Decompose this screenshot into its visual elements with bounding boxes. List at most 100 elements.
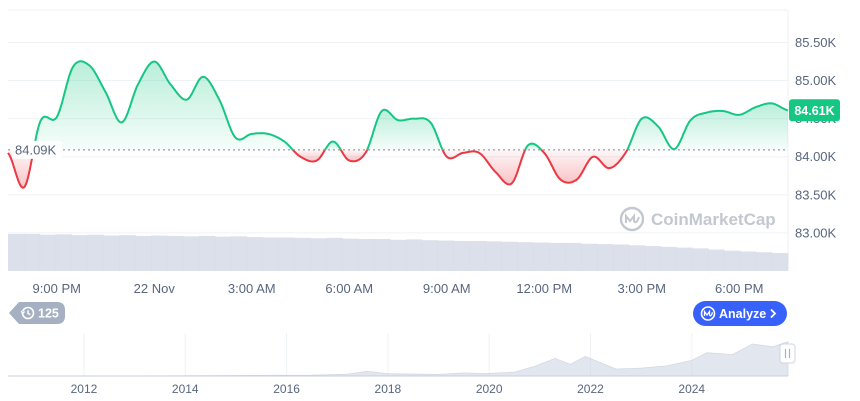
- price-line-down: [292, 149, 326, 163]
- x-tick-label: 22 Nov: [134, 281, 176, 296]
- area-above-baseline: [627, 103, 788, 150]
- y-tick-label: 85.50K: [795, 35, 837, 50]
- volume-bars: [8, 233, 789, 271]
- volume-bar: [358, 239, 375, 271]
- navigator-handle[interactable]: [779, 343, 796, 364]
- navigator-series: [8, 341, 789, 377]
- x-tick-label: 9:00 PM: [33, 281, 81, 296]
- volume-bar: [581, 243, 598, 271]
- navigator-year-label: 2020: [476, 382, 503, 396]
- volume-bar: [517, 242, 534, 271]
- volume-bar: [135, 235, 152, 271]
- volume-bar: [628, 245, 646, 271]
- chevron-right-icon: [770, 308, 777, 319]
- volume-bar: [119, 235, 136, 271]
- navigator-year-label: 2016: [273, 382, 300, 396]
- navigator-years: 2012 2014 2016 2018 2020 2022 2024: [71, 382, 706, 396]
- baseline-value: 84.09K: [15, 142, 57, 157]
- y-tick-label: 85.00K: [795, 73, 837, 88]
- y-tick-label: 83.50K: [795, 187, 837, 202]
- navigator-year-label: 2012: [71, 382, 98, 396]
- volume-bar: [740, 251, 757, 271]
- current-price-badge: 84.61K: [789, 99, 840, 122]
- y-tick-label: 83.00K: [795, 225, 837, 240]
- volume-bar: [565, 242, 582, 271]
- volume-bar: [23, 233, 41, 271]
- volume-bar: [612, 244, 630, 271]
- history-badge[interactable]: 125: [9, 302, 65, 324]
- volume-bar: [405, 239, 423, 271]
- volume-bar: [39, 234, 57, 271]
- volume-bar: [772, 253, 789, 271]
- navigator-year-label: 2024: [678, 382, 705, 396]
- price-line-down: [7, 149, 35, 189]
- history-count: 125: [38, 307, 59, 321]
- volume-bar: [342, 238, 359, 271]
- volume-bar: [549, 242, 566, 271]
- navigator-year-label: 2014: [172, 382, 199, 396]
- coinmarketcap-logo-icon: [619, 206, 645, 232]
- volume-bar: [167, 235, 184, 271]
- volume-bar: [660, 246, 677, 271]
- coinmarketcap-logo-icon: [700, 306, 716, 321]
- volume-bar: [501, 241, 518, 271]
- volume-bar: [199, 235, 216, 271]
- volume-bar: [8, 233, 25, 271]
- x-tick-label: 3:00 AM: [228, 281, 276, 296]
- volume-bar: [453, 240, 470, 271]
- x-tick-label: 9:00 AM: [423, 281, 471, 296]
- analyze-button[interactable]: Analyze: [693, 301, 787, 326]
- area-below-baseline: [442, 149, 526, 185]
- volume-bar: [214, 236, 232, 271]
- area-below-baseline: [292, 149, 325, 162]
- volume-bar: [310, 238, 327, 271]
- volume-bar: [87, 234, 104, 271]
- volume-bar: [183, 236, 200, 271]
- watermark: CoinMarketCap: [619, 206, 776, 232]
- volume-bar: [390, 239, 407, 271]
- area-above-baseline: [367, 109, 443, 150]
- price-line-up: [32, 60, 294, 151]
- volume-bar: [437, 240, 455, 271]
- price-line-down: [340, 149, 369, 163]
- x-tick-label: 6:00 AM: [325, 281, 373, 296]
- watermark-text: CoinMarketCap: [651, 210, 776, 229]
- x-tick-label: 3:00 PM: [618, 281, 666, 296]
- price-line-up: [324, 140, 342, 151]
- price-line-up: [626, 102, 789, 151]
- volume-bar: [151, 235, 168, 271]
- volume-bar: [485, 241, 502, 271]
- history-icon: [20, 306, 35, 320]
- area-above-baseline: [33, 61, 293, 150]
- area-below-baseline: [541, 149, 628, 183]
- volume-bar: [692, 248, 709, 271]
- volume-bar: [230, 236, 248, 271]
- range-navigator[interactable]: [8, 333, 789, 377]
- navigator-year-label: 2018: [375, 382, 402, 396]
- volume-bar: [326, 237, 343, 271]
- x-tick-label: 12:00 PM: [516, 281, 572, 296]
- volume-bar: [421, 240, 439, 271]
- volume-bar: [71, 235, 88, 271]
- volume-bar: [294, 237, 311, 271]
- navigator-year-label: 2022: [577, 382, 604, 396]
- x-tick-label: 6:00 PM: [715, 281, 763, 296]
- y-tick-label: 84.00K: [795, 149, 837, 164]
- volume-bar: [278, 237, 295, 271]
- price-line-down: [441, 149, 527, 186]
- volume-bar: [103, 235, 120, 271]
- current-price: 84.61K: [794, 104, 834, 118]
- price-line-down: [540, 149, 629, 184]
- price-line-up: [366, 108, 444, 151]
- volume-bar: [676, 247, 693, 271]
- volume-bar: [756, 252, 773, 271]
- volume-bar: [246, 237, 263, 271]
- volume-bar: [533, 242, 550, 271]
- volume-bar: [469, 240, 486, 271]
- volume-bar: [724, 250, 741, 271]
- volume-bar: [374, 239, 391, 271]
- area-above-baseline: [325, 141, 341, 150]
- volume-bar: [644, 246, 661, 271]
